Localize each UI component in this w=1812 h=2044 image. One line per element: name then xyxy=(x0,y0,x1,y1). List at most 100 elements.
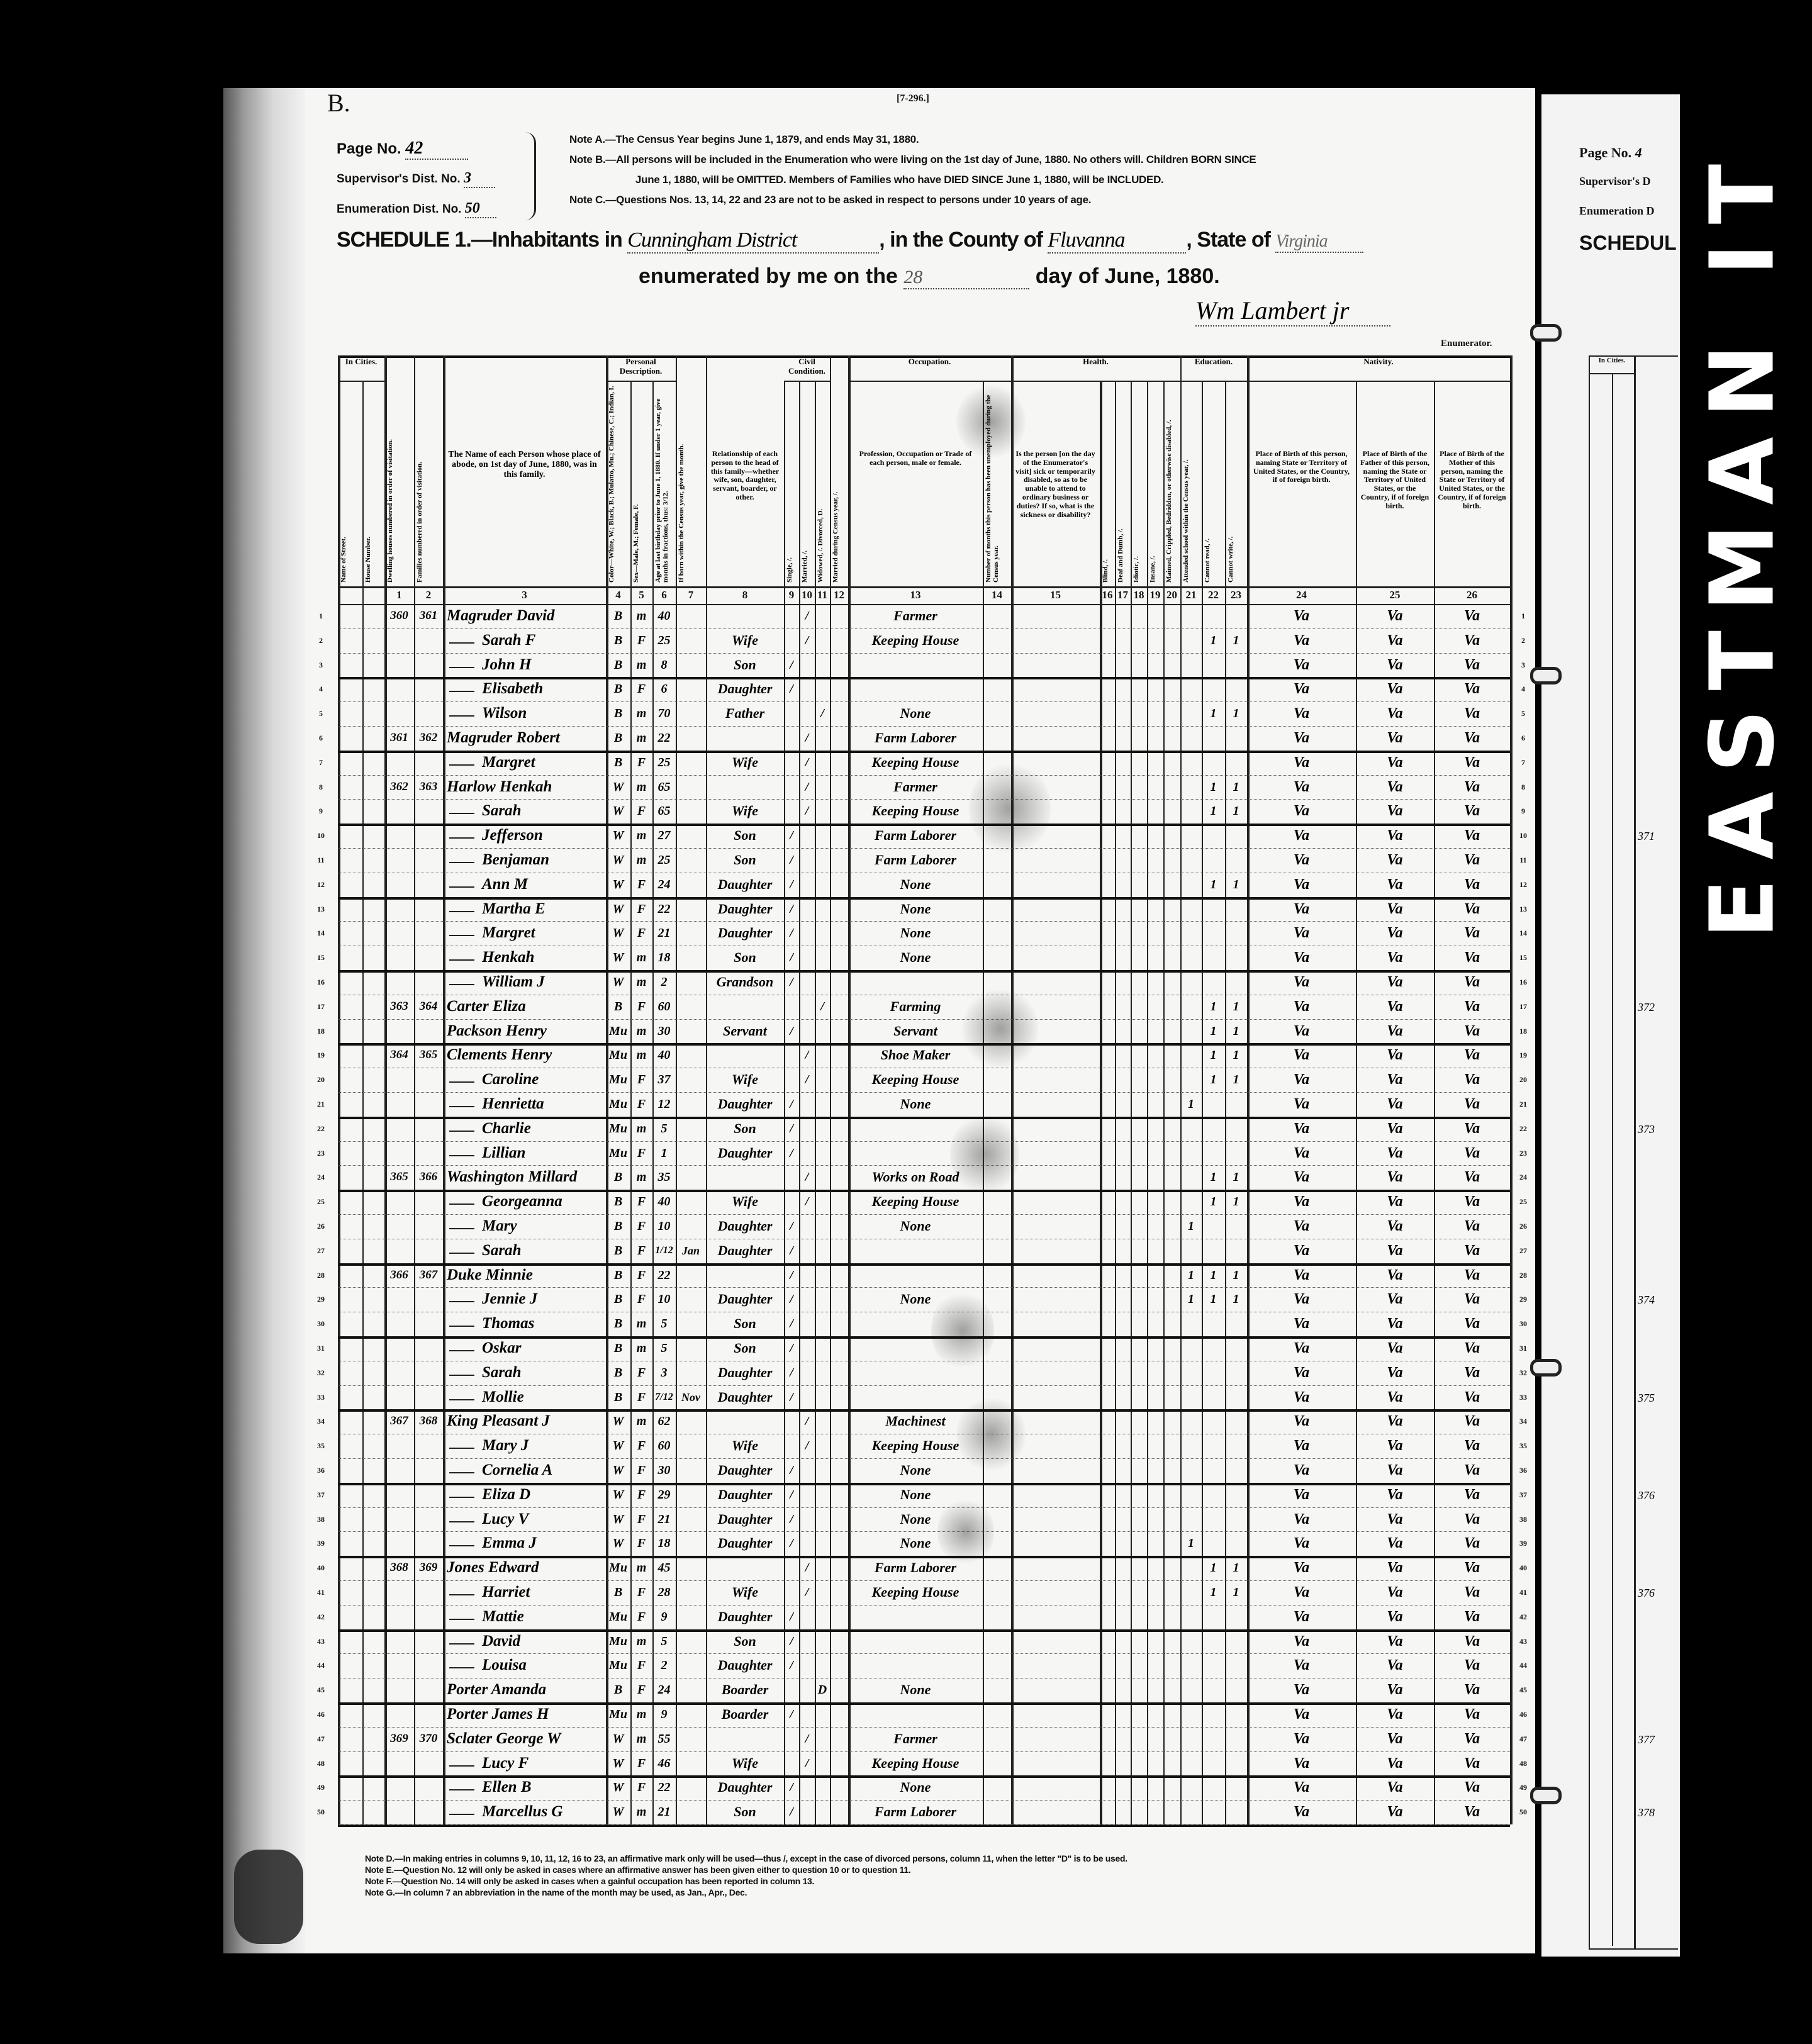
sex: m xyxy=(636,1731,647,1746)
next-page-strip: Page No. 4 Supervisor's D Enumeration D … xyxy=(1541,94,1680,1957)
father-birthplace: Va xyxy=(1387,925,1403,942)
row-divider xyxy=(338,1653,1510,1655)
occupation: None xyxy=(900,1511,931,1527)
relationship: Daughter xyxy=(717,876,773,892)
mother-birthplace: Va xyxy=(1463,827,1480,844)
ink-stain xyxy=(969,761,1051,856)
column-number: 13 xyxy=(910,589,921,601)
sex: F xyxy=(637,1268,646,1282)
age: 45 xyxy=(657,1561,671,1575)
sex: F xyxy=(637,1195,646,1209)
column-number: 23 xyxy=(1231,589,1241,601)
person-name: Margret xyxy=(482,753,535,771)
sex: m xyxy=(636,1805,647,1819)
mother-birthplace: Va xyxy=(1463,803,1480,820)
supervisor-field: Supervisor's Dist. No. 3 xyxy=(337,170,519,200)
color: Mu xyxy=(609,1024,627,1038)
column-divider xyxy=(443,355,445,1824)
sex: m xyxy=(636,1707,647,1721)
sex: F xyxy=(637,1292,646,1307)
mother-birthplace: Va xyxy=(1463,1144,1480,1161)
color: B xyxy=(613,1683,623,1697)
row-divider xyxy=(338,848,1510,849)
father-birthplace: Va xyxy=(1387,681,1403,698)
column-header: Color—White, W.; Black, B.; Mulatto, Mu.… xyxy=(608,386,615,583)
person-name: Marcellus G xyxy=(482,1803,563,1821)
age: 24 xyxy=(657,1683,671,1697)
column-number: 20 xyxy=(1166,589,1177,601)
civil-condition-mark: / xyxy=(790,1805,793,1819)
age: 55 xyxy=(657,1731,671,1746)
next-dwelling-number: 371 xyxy=(1638,830,1655,843)
person-name: John H xyxy=(482,656,532,673)
note-a: Note A.—The Census Year begins June 1, 1… xyxy=(569,133,919,145)
age: 30 xyxy=(657,1024,671,1038)
color: B xyxy=(613,609,623,623)
color: W xyxy=(612,1487,624,1502)
column-header: Cannot write, /. xyxy=(1227,536,1234,583)
civil-condition-mark: / xyxy=(805,1439,809,1453)
mother-birthplace: Va xyxy=(1463,998,1480,1015)
sex: F xyxy=(637,999,646,1014)
age: 2 xyxy=(661,1658,668,1673)
sex: m xyxy=(636,975,647,989)
census-table: In Cities. Personal Description. Civil Con… xyxy=(317,355,1527,1828)
row-number: 35 xyxy=(317,1441,325,1451)
person-name: Margret xyxy=(482,924,535,942)
next-enumeration-label: Enumeration D xyxy=(1579,204,1655,217)
color: W xyxy=(612,877,624,891)
person-name: Benjaman xyxy=(482,851,549,868)
age: 21 xyxy=(657,926,671,941)
occupation: None xyxy=(900,1096,931,1112)
sex: F xyxy=(637,1585,646,1599)
cannot-read-mark: 1 xyxy=(1210,706,1217,721)
continuation-dash xyxy=(449,1545,474,1547)
dwelling-number: 369 xyxy=(390,1731,408,1745)
color: Mu xyxy=(609,1561,627,1575)
column-divider xyxy=(630,381,632,1824)
cannot-read-mark: 1 xyxy=(1210,804,1217,818)
family-number: 367 xyxy=(419,1268,438,1282)
occupation: None xyxy=(900,1779,931,1795)
row-number: 50 xyxy=(317,1807,325,1817)
next-supervisor-label: Supervisor's D xyxy=(1579,175,1651,187)
row-number: 12 xyxy=(317,880,325,889)
binder-ring xyxy=(1530,1787,1562,1804)
row-number: 22 xyxy=(1519,1124,1527,1133)
cannot-write-mark: 1 xyxy=(1233,779,1239,794)
birthplace: Va xyxy=(1293,1804,1310,1821)
row-divider xyxy=(338,1214,1510,1215)
dwelling-number: 360 xyxy=(390,609,408,622)
row-divider xyxy=(338,1165,1510,1166)
footer-notes: Note D.—In making entries in columns 9, … xyxy=(365,1853,1127,1898)
birthplace: Va xyxy=(1293,1706,1310,1723)
column-header: Deaf and Dumb, /. xyxy=(1117,528,1124,583)
next-dwelling-number: 376 xyxy=(1638,1587,1655,1599)
color: B xyxy=(613,1365,623,1380)
birthplace: Va xyxy=(1293,1486,1310,1503)
row-number: 48 xyxy=(317,1758,325,1768)
birthplace: Va xyxy=(1293,681,1310,698)
form-letter: B. xyxy=(327,89,350,117)
column-number: 7 xyxy=(688,589,694,601)
father-birthplace: Va xyxy=(1387,1340,1403,1356)
civil-condition-mark: / xyxy=(805,1170,809,1185)
row-number: 42 xyxy=(317,1612,325,1621)
occupation: None xyxy=(900,949,931,966)
row-number: 49 xyxy=(317,1783,325,1792)
column-divider xyxy=(606,355,608,1824)
civil-condition-mark: / xyxy=(805,804,809,818)
birthplace: Va xyxy=(1293,998,1310,1015)
father-birthplace: Va xyxy=(1387,1511,1403,1527)
row-number: 1 xyxy=(1521,612,1525,620)
color: B xyxy=(613,682,623,696)
row-number: 44 xyxy=(1519,1661,1527,1670)
cannot-write-mark: 1 xyxy=(1233,1170,1239,1185)
row-number: 46 xyxy=(317,1710,325,1719)
color: W xyxy=(612,902,624,916)
mother-birthplace: Va xyxy=(1463,974,1480,990)
row-number: 9 xyxy=(1521,807,1525,816)
row-number: 43 xyxy=(317,1636,325,1646)
civil-condition-mark: / xyxy=(790,1024,793,1038)
age: 3 xyxy=(661,1365,668,1380)
